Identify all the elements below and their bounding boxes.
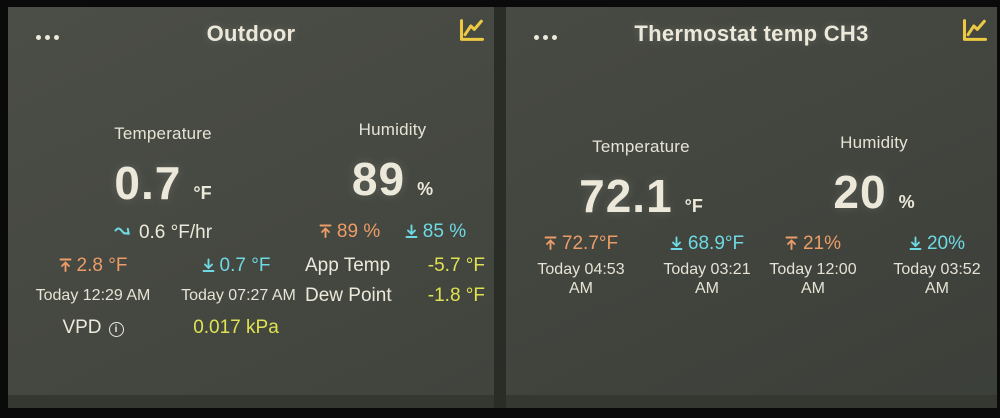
min-icon [202,256,215,278]
thermostat-temperature-value: 72.1 [579,170,673,222]
temperature-min-time: Today 07:27 AM [181,287,296,304]
outdoor-panel-title: Outdoor [206,21,296,46]
outdoor-humidity-group: Humidity 89 % [300,120,485,206]
thermostat-line-chart-icon[interactable] [961,17,989,43]
app-temp-value: -5.7 °F [427,255,485,276]
temperature-label: Temperature [592,137,690,156]
min-icon [670,234,683,256]
temperature-trend: 0.6 °F/hr [38,221,288,244]
temperature-max-stat: 72.7°F Today 04:53 AM [511,233,651,299]
vpd-row: VPD i [23,317,163,339]
humidity-max-value: 89 % [336,221,381,242]
humidity-max-time: Today 12:00 AM [769,261,857,297]
thermostat-humidity-unit: % [898,192,915,212]
humidity-min-value: 20% [926,233,966,254]
min-icon [405,222,418,244]
humidity-min-stat: 20% Today 03:52 AM [878,233,996,299]
humidity-max-value: 21% [802,233,842,254]
max-icon [59,256,72,278]
console-screen: Outdoor Temperature 0.7 °F Humidity 89 %… [8,7,997,408]
info-icon[interactable]: i [108,322,124,337]
trend-down-icon [114,221,131,243]
outdoor-humidity-unit: % [417,179,434,199]
max-icon [544,234,557,256]
outdoor-menu-icon[interactable] [32,31,63,44]
humidity-label: Humidity [840,133,908,152]
thermostat-humidity-value: 20 [833,166,887,218]
outdoor-line-chart-icon[interactable] [458,17,486,43]
thermostat-temperature-unit: °F [684,196,703,216]
humidity-max-min: 89 % 85 % [300,221,485,244]
dew-point-value: -1.8 °F [427,285,485,306]
panel-divider [494,7,506,408]
vpd-value: 0.017 kPa [193,317,279,338]
temperature-max-time: Today 04:53 AM [537,261,625,297]
humidity-min-value: 85 % [422,221,467,242]
app-temp-label: App Temp [305,255,391,276]
outdoor-temperature-unit: °F [193,183,212,203]
temperature-max: 2.8 °F [23,255,163,278]
outdoor-panel[interactable]: Outdoor Temperature 0.7 °F Humidity 89 %… [8,7,494,395]
thermostat-panel-title: Thermostat temp CH3 [634,21,869,46]
outdoor-temperature-group: Temperature 0.7 °F [38,124,288,210]
temperature-max-value: 72.7°F [561,233,619,254]
max-icon [785,234,798,256]
temperature-trend-value: 0.6 °F/hr [138,222,213,243]
thermostat-menu-icon[interactable] [530,31,561,44]
vpd-label: VPD [62,317,102,338]
temperature-label: Temperature [114,124,212,143]
thermostat-humidity-group: Humidity 20 % [774,133,974,219]
outdoor-humidity-value: 89 [351,153,406,205]
temperature-min-value: 0.7 °F [219,255,271,276]
thermostat-temperature-group: Temperature 72.1 °F [526,137,756,223]
thermostat-ch3-panel[interactable]: Thermostat temp CH3 Temperature 72.1 °F … [506,7,997,395]
dew-point-label: Dew Point [305,285,392,306]
temperature-max-time: Today 12:29 AM [35,287,151,304]
max-icon [319,222,332,244]
temperature-min-stat: 68.9°F Today 03:21 AM [646,233,768,299]
temperature-max-value: 2.8 °F [76,255,128,276]
humidity-label: Humidity [358,120,427,139]
humidity-min-time: Today 03:52 AM [893,261,981,297]
outdoor-temperature-value: 0.7 [114,157,182,209]
temperature-min: 0.7 °F [166,255,306,278]
humidity-max-stat: 21% Today 12:00 AM [759,233,867,299]
temperature-min-time: Today 03:21 AM [663,261,751,297]
min-icon [909,234,922,256]
temperature-min-value: 68.9°F [687,233,745,254]
